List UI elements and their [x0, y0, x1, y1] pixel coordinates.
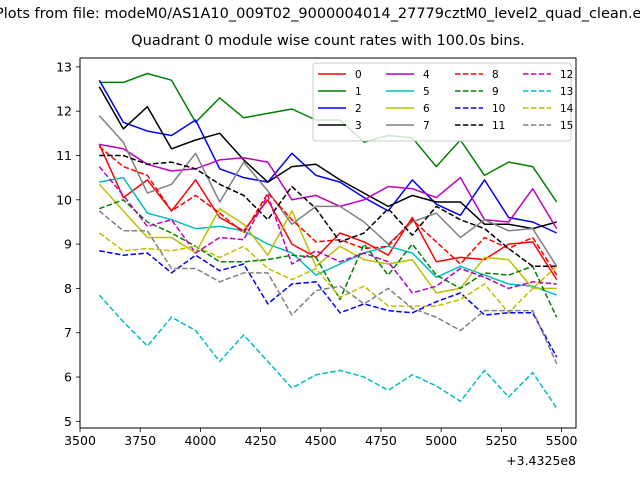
- legend-label-12: 12: [560, 69, 573, 81]
- legend-label-7: 7: [423, 120, 430, 132]
- legend-box: [312, 62, 572, 142]
- y-tick-label: 13: [56, 59, 72, 74]
- x-tick-label: 5500: [546, 433, 578, 448]
- file-path-text: Plots from file: modeM0/AS1A10_009T02_90…: [0, 6, 640, 22]
- y-tick-label: 12: [56, 104, 72, 119]
- series-line-2: [98, 79, 558, 234]
- legend-label-15: 15: [560, 120, 573, 132]
- legend-label-13: 13: [560, 86, 573, 98]
- x-tick-label: 3500: [64, 433, 96, 448]
- series-line-5: [99, 176, 557, 296]
- x-offset-label: +3.4325e8: [506, 453, 576, 468]
- legend-label-1: 1: [355, 86, 362, 98]
- legend-label-2: 2: [355, 103, 362, 115]
- y-tick-label: 10: [56, 192, 72, 207]
- series-line-13: [98, 294, 558, 409]
- y-tick-label: 8: [64, 281, 72, 296]
- x-tick-label: 4500: [305, 433, 337, 448]
- series-line-8: [98, 146, 558, 276]
- legend-label-5: 5: [423, 86, 430, 98]
- legend-label-14: 14: [560, 103, 574, 115]
- legend-label-10: 10: [492, 103, 505, 115]
- y-tick-label: 11: [56, 148, 72, 163]
- legend-label-4: 4: [423, 69, 430, 81]
- series-line-10: [99, 250, 558, 358]
- legend-label-8: 8: [492, 69, 499, 81]
- series-line-7: [98, 115, 558, 267]
- x-tick-label: 3750: [124, 433, 156, 448]
- chart-title: Quadrant 0 module wise count rates with …: [131, 33, 525, 49]
- x-tick-label: 4250: [245, 433, 277, 448]
- series-line-0: [98, 144, 558, 281]
- series-line-14: [98, 232, 558, 314]
- file-path-header: Plots from file: modeM0/AS1A10_009T02_90…: [0, 6, 640, 22]
- series-line-4: [99, 143, 558, 229]
- series-line-3: [98, 86, 557, 230]
- legend-label-11: 11: [492, 120, 505, 132]
- y-tick-label: 6: [64, 370, 72, 385]
- series-line-9: [99, 199, 558, 318]
- legend-label-9: 9: [492, 86, 499, 98]
- x-tick-label: 5250: [485, 433, 517, 448]
- series-line-12: [98, 166, 557, 294]
- series-line-11: [99, 154, 557, 268]
- y-tick-label: 7: [64, 325, 72, 340]
- x-tick-label: 5000: [425, 433, 457, 448]
- x-tick-label: 4000: [184, 433, 216, 448]
- series-line-15: [98, 210, 558, 365]
- x-tick-label: 4750: [365, 433, 397, 448]
- series-lines: [98, 72, 558, 409]
- y-tick-label: 5: [64, 414, 72, 429]
- axes: 3500 3750 4000 4250 4500 4750 5000 5250 5500+3.4…: [56, 57, 578, 468]
- plot-frame: [79, 57, 577, 429]
- y-tick-label: 9: [64, 237, 72, 252]
- legend-label-6: 6: [423, 103, 430, 115]
- legend-label-0: 0: [355, 69, 362, 81]
- legend-label-3: 3: [355, 120, 362, 132]
